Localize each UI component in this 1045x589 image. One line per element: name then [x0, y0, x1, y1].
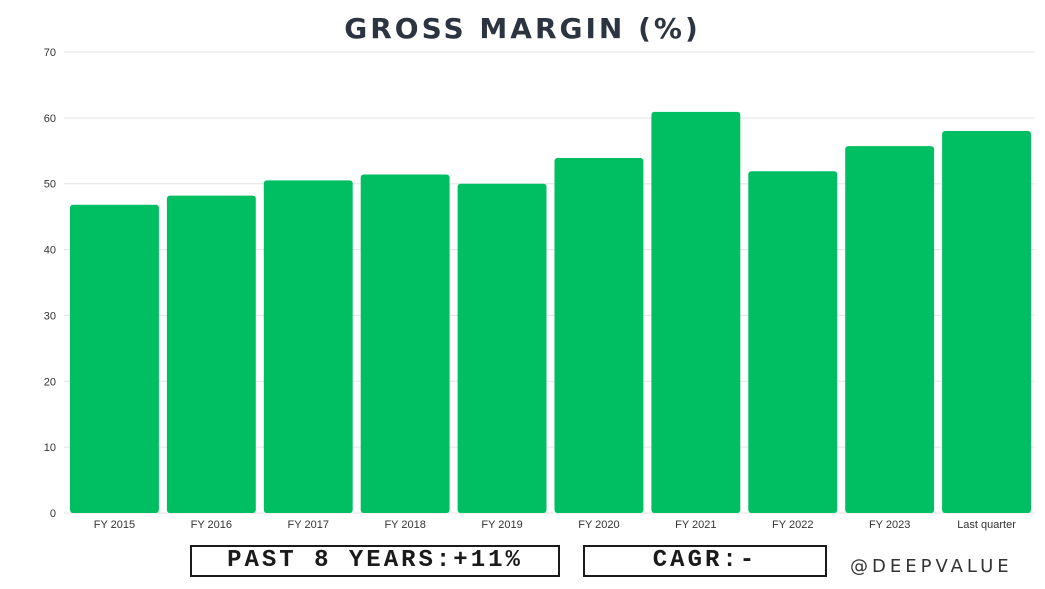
bar — [845, 146, 935, 513]
y-axis-ticks: 0 10 20 30 40 50 60 70 — [44, 47, 56, 520]
x-tick-label: FY 2021 — [675, 519, 716, 531]
bar — [360, 174, 450, 513]
bar — [70, 204, 159, 513]
bar — [263, 180, 353, 513]
cagr-box: CAGR:- — [583, 545, 827, 577]
x-tick-label: FY 2015 — [94, 519, 135, 531]
x-tick-label: FY 2020 — [578, 519, 619, 531]
y-tick-label: 20 — [44, 376, 56, 388]
y-tick-label: 0 — [50, 508, 56, 520]
bar — [651, 111, 741, 514]
y-tick-label: 30 — [44, 310, 56, 322]
x-tick-label: FY 2016 — [191, 519, 232, 531]
x-tick-label: Last quarter — [957, 519, 1016, 531]
x-tick-label: FY 2023 — [869, 519, 910, 531]
y-tick-label: 50 — [44, 179, 56, 191]
x-tick-label: FY 2022 — [772, 519, 813, 531]
bars — [70, 111, 1031, 514]
x-tick-label: FY 2018 — [384, 519, 425, 531]
bar — [942, 131, 1031, 513]
x-tick-label: FY 2017 — [288, 519, 329, 531]
bar — [554, 158, 644, 513]
bar — [457, 183, 547, 513]
bar — [748, 171, 838, 514]
y-tick-label: 10 — [44, 442, 56, 454]
x-axis-labels: FY 2015 FY 2016 FY 2017 FY 2018 FY 2019 FY 20… — [94, 519, 1016, 531]
y-tick-label: 40 — [44, 245, 56, 257]
past-years-box: PAST 8 YEARS:+11% — [190, 545, 560, 577]
bar — [166, 195, 256, 513]
y-tick-label: 70 — [44, 47, 56, 59]
chart-title: GROSS MARGIN (%) — [344, 12, 701, 45]
y-tick-label: 60 — [44, 113, 56, 125]
watermark: @DEEPVALUE — [850, 556, 1013, 577]
x-tick-label: FY 2019 — [481, 519, 522, 531]
